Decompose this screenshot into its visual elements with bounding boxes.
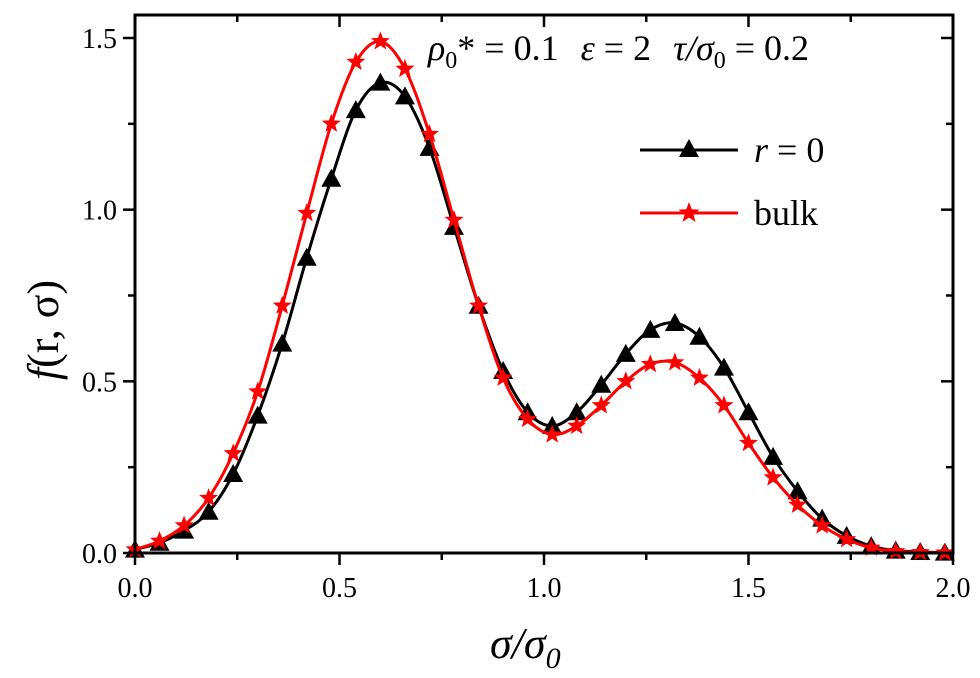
data-point-triangle bbox=[296, 247, 317, 266]
data-point-triangle bbox=[272, 333, 293, 352]
data-point-triangle bbox=[394, 86, 415, 105]
star-shape bbox=[678, 202, 700, 222]
data-point-star bbox=[689, 367, 709, 386]
x-tick-label: 2.0 bbox=[936, 573, 971, 604]
x-axis-title: σ/σ0 bbox=[490, 619, 561, 675]
x-tick-label: 1.5 bbox=[731, 573, 766, 604]
data-point-star bbox=[518, 409, 538, 428]
data-point-star bbox=[174, 515, 194, 534]
data-point-star bbox=[321, 113, 341, 132]
data-point-star bbox=[346, 52, 366, 71]
data-point-triangle bbox=[198, 501, 219, 520]
data-point-triangle bbox=[591, 374, 612, 393]
data-point-star bbox=[886, 541, 906, 560]
data-point-star bbox=[370, 31, 390, 50]
data-point-star bbox=[812, 515, 832, 534]
x-tick-label: 0.5 bbox=[322, 573, 357, 604]
data-point-triangle bbox=[787, 481, 808, 500]
data-point-triangle bbox=[566, 402, 587, 421]
data-point-triangle bbox=[689, 326, 710, 345]
data-point-star bbox=[150, 531, 170, 550]
legend-label-bulk: bulk bbox=[754, 193, 818, 233]
data-point-star bbox=[567, 416, 587, 435]
data-point-star bbox=[714, 395, 734, 414]
data-point-star bbox=[420, 124, 439, 143]
data-point-star bbox=[542, 424, 562, 443]
data-point-triangle bbox=[444, 216, 465, 235]
y-tick-label: 1.5 bbox=[82, 24, 117, 55]
data-point-triangle bbox=[763, 446, 784, 465]
data-point-star bbox=[591, 395, 611, 414]
data-point-star bbox=[739, 433, 758, 452]
data-point-star bbox=[616, 371, 636, 390]
legend-star-marker bbox=[678, 202, 700, 222]
series-line-1 bbox=[134, 39, 945, 555]
parameter-annotation: ρ0* = 0.1 ε = 2 τ/σ0 = 0.2 bbox=[427, 28, 809, 74]
data-point-triangle bbox=[615, 343, 636, 362]
data-point-triangle bbox=[738, 402, 759, 421]
data-point-star bbox=[297, 203, 317, 222]
data-point-star bbox=[493, 367, 513, 386]
data-point-triangle bbox=[713, 357, 734, 376]
x-tick-label: 0.0 bbox=[118, 573, 153, 604]
data-point-star bbox=[910, 542, 930, 561]
data-point-star bbox=[199, 488, 219, 507]
axes bbox=[123, 13, 955, 565]
plot-frame bbox=[133, 13, 955, 555]
legend-label-r0: r = 0 bbox=[754, 130, 824, 170]
y-axis-title: f(r, σ) bbox=[19, 280, 68, 380]
legend-triangle-marker bbox=[679, 139, 699, 157]
data-point-triangle bbox=[223, 464, 244, 483]
y-tick-label: 0.5 bbox=[82, 367, 117, 398]
data-point-triangle bbox=[247, 405, 268, 424]
data-point-triangle bbox=[370, 72, 391, 91]
data-point-triangle bbox=[640, 319, 661, 338]
y-tick-label: 1.0 bbox=[82, 196, 117, 227]
tick-labels: 0.0 0.5 1.0 1.5 2.0 0.0 0.5 1.0 1.5 bbox=[82, 24, 971, 604]
data-point-star bbox=[272, 295, 292, 314]
data-point-star bbox=[248, 381, 268, 400]
data-point-star bbox=[861, 537, 881, 556]
data-point-star bbox=[223, 443, 243, 462]
data-point-star bbox=[788, 494, 808, 513]
data-point-star bbox=[395, 58, 415, 77]
data-point-star bbox=[763, 467, 783, 486]
x-tick-label: 1.0 bbox=[527, 573, 562, 604]
data-point-triangle bbox=[664, 312, 685, 331]
data-point-star bbox=[469, 295, 489, 314]
series-layer bbox=[125, 31, 955, 561]
data-point-triangle bbox=[321, 168, 342, 187]
y-tick-label: 0.0 bbox=[82, 539, 117, 570]
data-point-triangle bbox=[345, 100, 366, 119]
data-point-star bbox=[640, 354, 660, 373]
legend: r = 0 bulk bbox=[640, 130, 824, 233]
data-point-star bbox=[444, 210, 464, 229]
data-point-star bbox=[837, 529, 857, 548]
data-point-star bbox=[665, 352, 685, 371]
